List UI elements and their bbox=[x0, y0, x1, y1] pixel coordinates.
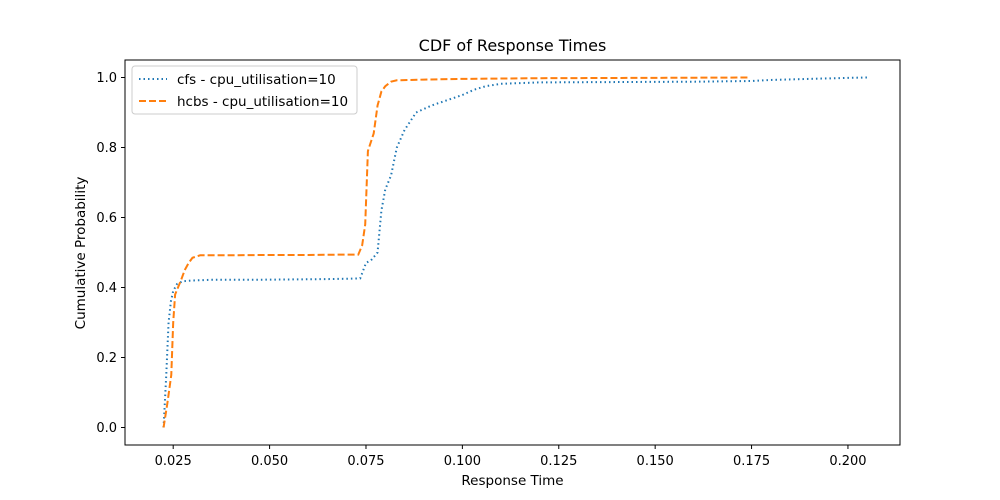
x-tick-label: 0.050 bbox=[251, 454, 288, 469]
axes-frame bbox=[124, 59, 901, 446]
y-axis: 0.0 0.2 0.4 0.6 0.8 1.0 bbox=[96, 71, 125, 436]
x-tick-label: 0.075 bbox=[347, 454, 384, 469]
y-tick-label: 0.8 bbox=[96, 141, 117, 156]
plot-area bbox=[124, 59, 901, 446]
x-tick-label: 0.150 bbox=[637, 454, 674, 469]
y-axis-label: Cumulative Probability bbox=[73, 177, 89, 330]
series-line-hcbs bbox=[162, 76, 748, 428]
x-tick-label: 0.125 bbox=[540, 454, 577, 469]
chart-title: CDF of Response Times bbox=[419, 36, 607, 55]
y-tick-label: 1.0 bbox=[96, 71, 117, 86]
x-axis: 0.025 0.050 0.075 0.100 0.125 0.150 0.175 0.200 bbox=[155, 445, 867, 469]
legend-label-cfs: cfs - cpu_utilisation=10 bbox=[177, 72, 336, 88]
series-line-cfs bbox=[162, 76, 868, 428]
x-tick-label: 0.025 bbox=[155, 454, 192, 469]
x-tick-label: 0.175 bbox=[733, 454, 770, 469]
x-tick-label: 0.100 bbox=[444, 454, 481, 469]
x-tick-label: 0.200 bbox=[829, 454, 866, 469]
legend-label-hcbs: hcbs - cpu_utilisation=10 bbox=[177, 94, 348, 110]
y-tick-label: 0.6 bbox=[96, 211, 117, 226]
y-tick-label: 0.2 bbox=[96, 351, 117, 366]
y-tick-label: 0.4 bbox=[96, 281, 117, 296]
legend-box bbox=[131, 65, 358, 115]
x-axis-label: Response Time bbox=[461, 473, 563, 489]
y-tick-label: 0.0 bbox=[96, 421, 117, 436]
